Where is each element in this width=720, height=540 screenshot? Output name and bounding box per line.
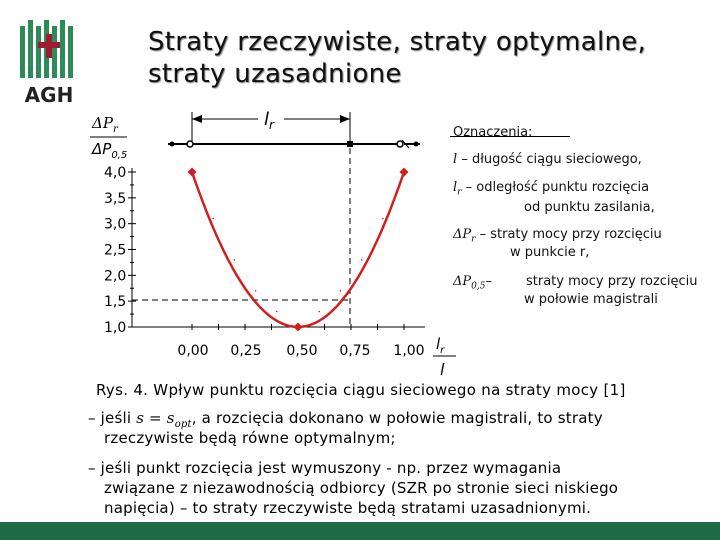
- title-line-1: Straty rzeczywiste, straty optymalne,: [148, 27, 647, 57]
- x-label-denominator: l: [440, 360, 445, 379]
- y-label-numerator-sub: r: [113, 124, 119, 135]
- axes: 1,0 1,5 2,0 2,5 3,0 3,5 4,0 0,00 0,25 0,50 0,75 1,0…: [104, 165, 425, 359]
- legend-heading: Oznaczenia:: [453, 125, 533, 140]
- x-tick-label: 0,00: [177, 343, 208, 359]
- svg-text:lr: lr: [264, 109, 275, 132]
- x-axis-label: lr l: [433, 335, 456, 379]
- guide-lines: [132, 148, 351, 327]
- y-tick-label: 1,0: [104, 320, 126, 336]
- y-label-denominator-sub: 0,5: [111, 150, 127, 161]
- x-label-numerator: l: [436, 335, 441, 353]
- x-label-numerator-sub: r: [440, 345, 445, 356]
- series-point: [318, 310, 321, 313]
- figure-caption: Rys. 4. Wpływ punktu rozcięcia ciągu sie…: [96, 381, 626, 399]
- legend-symbol: l: [453, 180, 458, 195]
- span-label: l: [264, 109, 269, 130]
- y-tick-label: 2,5: [104, 243, 126, 259]
- legend-heading-underline: [450, 136, 570, 137]
- legend-symbol: ΔP: [453, 227, 472, 242]
- network-line: [168, 139, 420, 149]
- span-annotation: lr: [191, 104, 351, 144]
- legend-item-loss-half: ΔP0,5–: [453, 274, 492, 292]
- curve-marker: [187, 167, 197, 177]
- x-tick-label: 0,75: [339, 343, 370, 359]
- x-tick-label: 0,50: [286, 343, 317, 359]
- bullet-1: – jeśli s = sopt, a rozcięcia dokonano w…: [88, 409, 603, 430]
- legend-symbol: ΔP: [453, 274, 472, 289]
- legend-item-loss-half-text: straty mocy przy rozcięciu: [526, 274, 698, 289]
- legend-item-distance: lr – odległość punktu rozcięcia: [453, 180, 650, 198]
- x-tick-label: 1,00: [393, 343, 424, 359]
- y-axis-label: ΔPr ΔP0,5: [90, 114, 127, 161]
- bullet-1-line-2: rzeczywiste będą równe optymalnym;: [104, 429, 396, 447]
- legend-item-distance-line2: od punktu zasilania,: [524, 200, 655, 215]
- series-point: [233, 259, 236, 261]
- x-tick-label: 0,25: [230, 343, 261, 359]
- series-point: [254, 290, 257, 292]
- svg-text:ΔP0,5: ΔP0,5: [91, 140, 127, 161]
- svg-text:ΔPr: ΔPr: [91, 114, 119, 135]
- curve-marker: [293, 322, 303, 332]
- series-point: [212, 217, 214, 220]
- legend-text: – straty mocy przy rozcięciu: [479, 227, 662, 242]
- legend-item-length: l – długość ciągu sieciowego,: [453, 152, 642, 172]
- series-point: [339, 290, 342, 292]
- legend-item-loss-r: ΔPr – straty mocy przy rozcięciu: [453, 227, 662, 245]
- legend-item-loss-r-line2: w punkcie r,: [510, 245, 590, 260]
- legend-text: – odległość punktu rozcięcia: [465, 180, 650, 195]
- logo-text: AGH: [25, 83, 74, 107]
- plot-area: [187, 167, 409, 332]
- legend-item-loss-half-line2: w połowie magistrali: [524, 292, 658, 307]
- bullet-2: – jeśli punkt rozcięcia jest wymuszony -…: [88, 459, 562, 477]
- legend-symbol: l: [453, 152, 458, 167]
- footer-bar: [0, 522, 720, 540]
- y-tick-label: 3,0: [104, 217, 126, 233]
- y-label-numerator: ΔP: [91, 114, 114, 132]
- series-point: [360, 259, 363, 261]
- curve-marker: [399, 167, 409, 177]
- series-point: [276, 310, 278, 313]
- y-tick-label: 4,0: [104, 165, 126, 181]
- agh-logo-graphic: AGH: [20, 20, 74, 107]
- span-label-sub: r: [269, 118, 275, 132]
- agh-logo: AGH: [12, 12, 88, 108]
- y-tick-label: 3,5: [104, 191, 126, 207]
- bullet-2-line-3: napięcia) – to straty rzeczywiste będą s…: [104, 499, 592, 517]
- title-line-2: straty uzasadnione: [148, 59, 402, 89]
- y-tick-label: 1,5: [104, 294, 126, 310]
- legend-text: – długość ciągu sieciowego,: [461, 152, 642, 167]
- series-point: [382, 217, 384, 220]
- page-title: Straty rzeczywiste, straty optymalne, st…: [148, 26, 708, 90]
- loss-curve: [190, 171, 406, 329]
- bullet-2-line-2: związane z niezawodnością odbiorcy (SZR …: [104, 479, 619, 497]
- y-label-denominator: ΔP: [91, 140, 112, 158]
- y-tick-label: 2,0: [104, 268, 126, 284]
- svg-text:lr: lr: [436, 335, 445, 356]
